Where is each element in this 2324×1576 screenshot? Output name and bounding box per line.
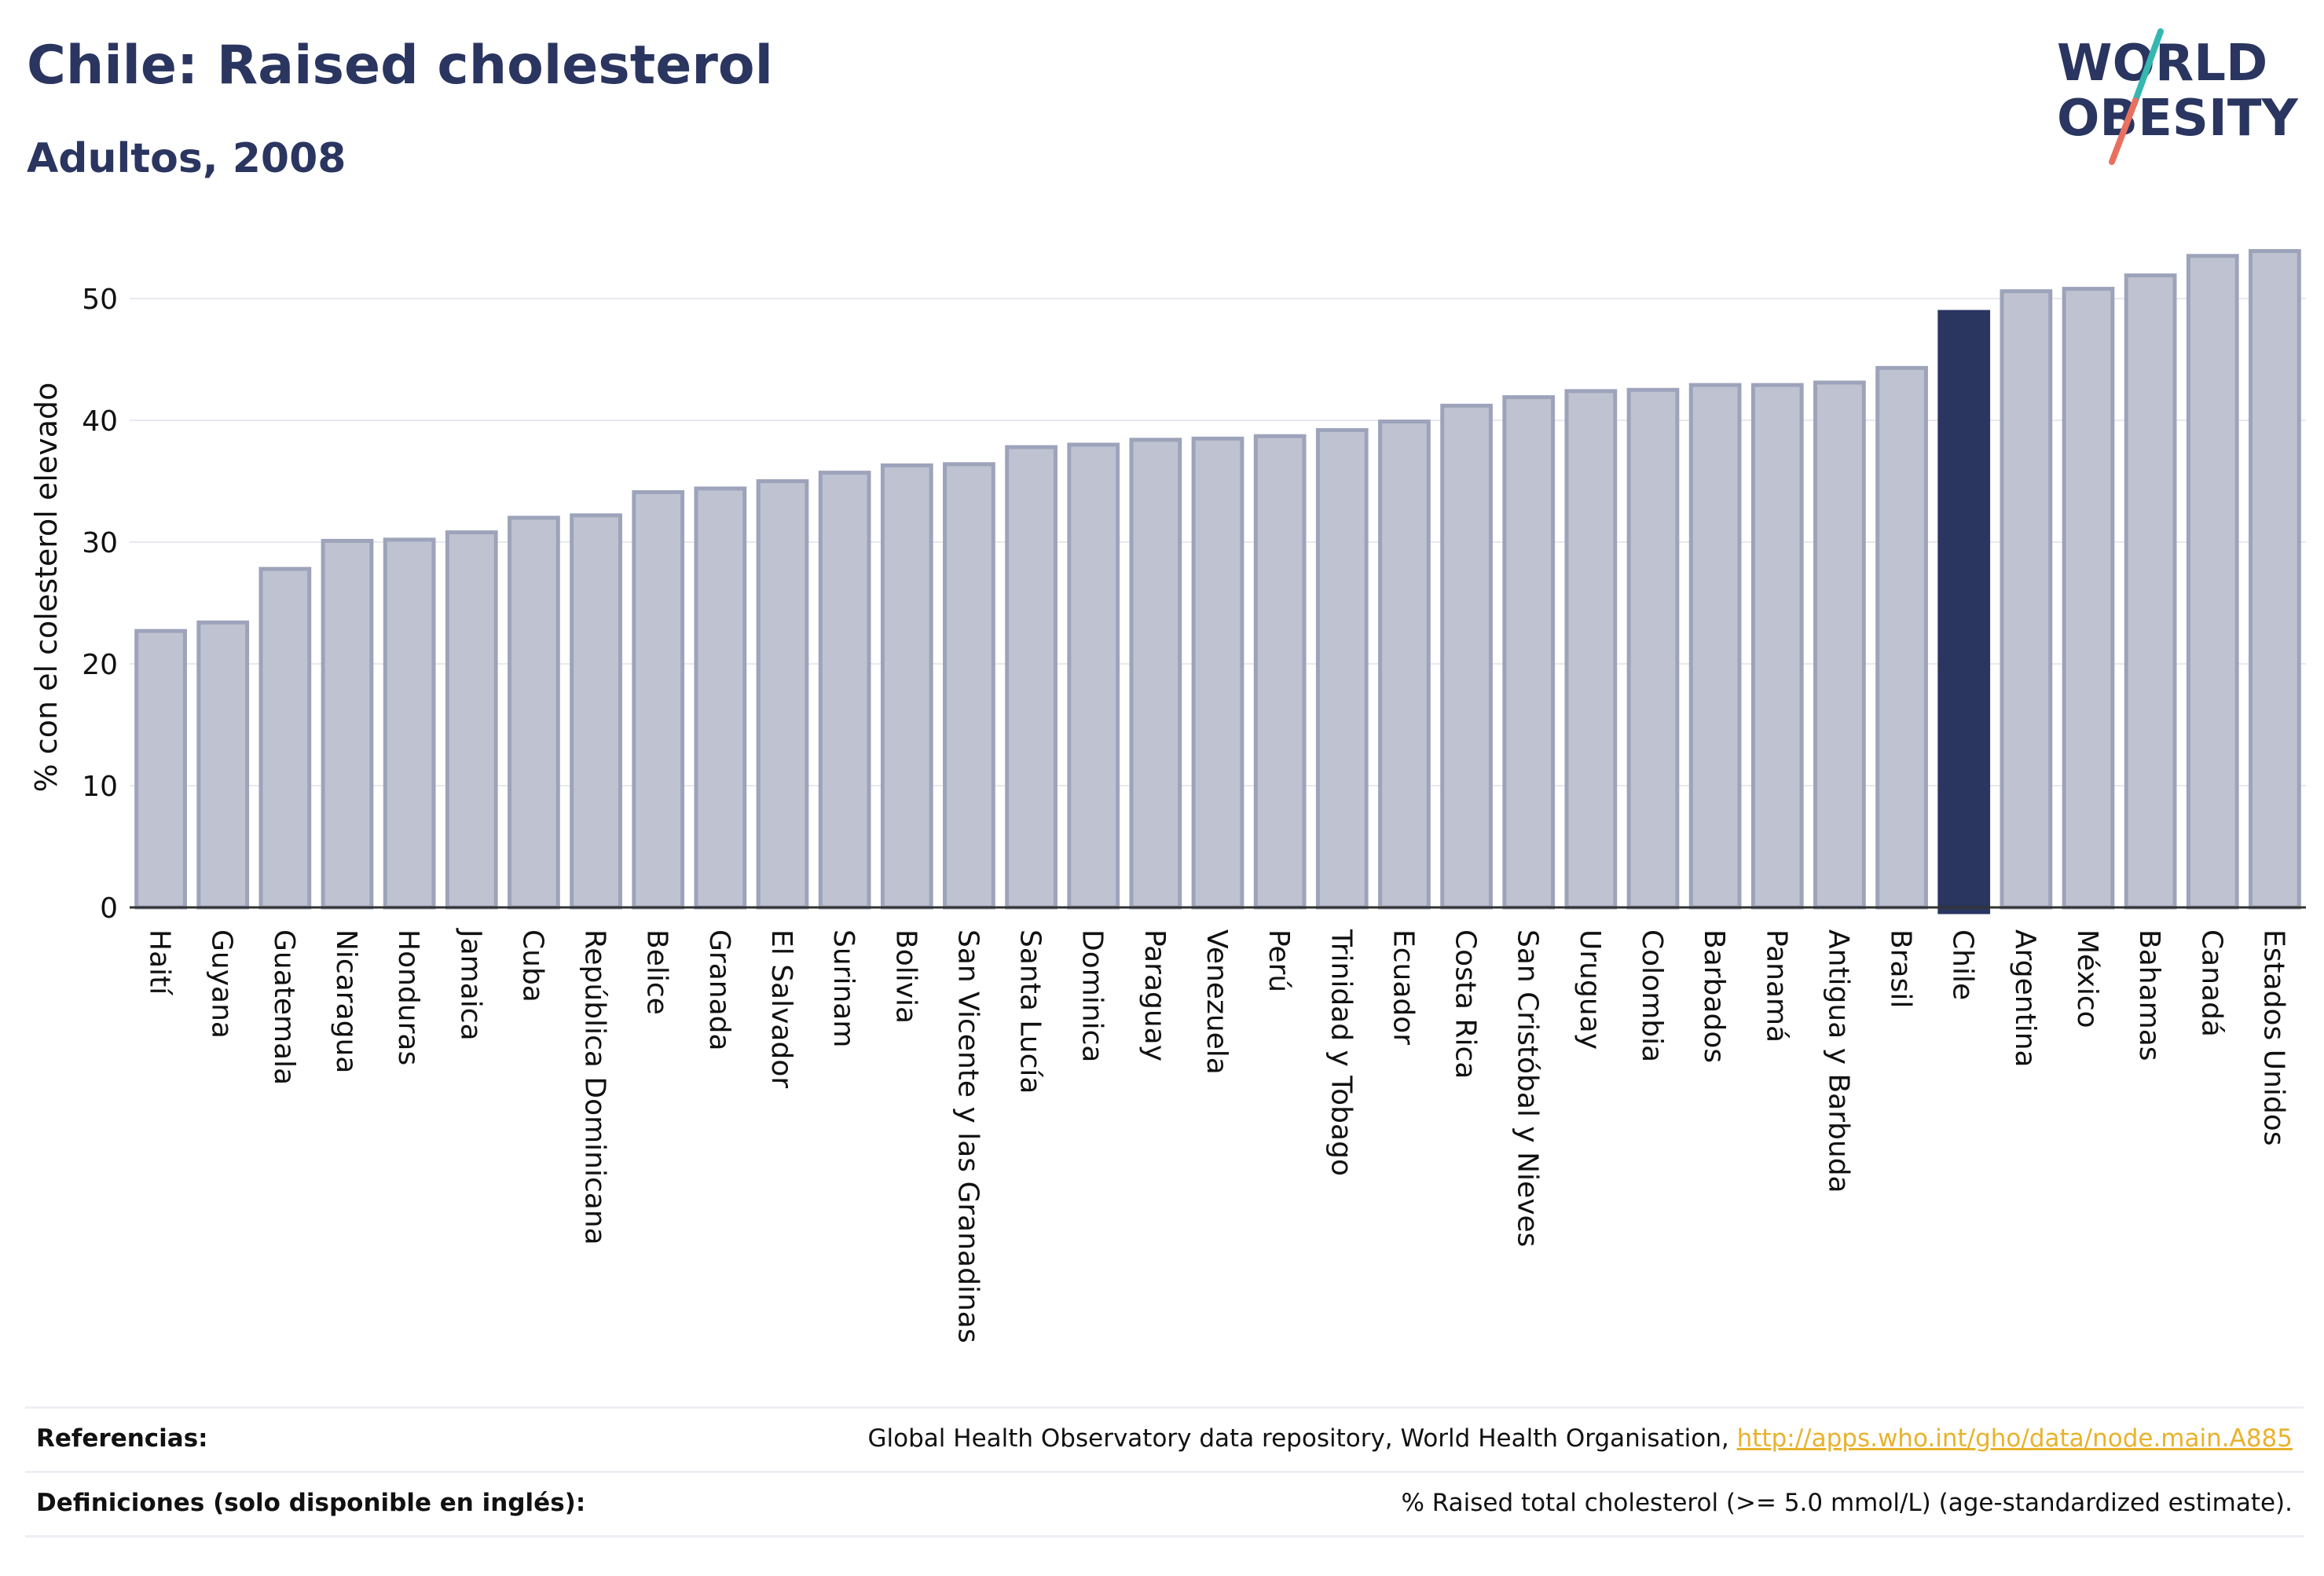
- bar-granada: [694, 486, 747, 910]
- bar-san-cristóbal-y-nieves: [1502, 395, 1556, 910]
- x-tick-label: El Salvador: [765, 929, 797, 1088]
- references-label: Referencias:: [36, 1424, 208, 1453]
- bar-el-salvador: [756, 479, 809, 910]
- bar-chart: 0 10 20 30 40 50 % con el colesterol elevado Ha…: [29, 249, 2306, 1343]
- logo-slash-teal: [2132, 28, 2164, 104]
- x-tick-label: Surinam: [827, 929, 860, 1047]
- bar-chile: [1937, 310, 1991, 914]
- bar-antigua-y-barbuda: [1813, 380, 1866, 910]
- bar-perú: [1253, 434, 1307, 910]
- y-tick-label: 30: [82, 527, 118, 559]
- chart-subtitle: Adultos, 2008: [27, 135, 346, 182]
- x-tick-label: Colombia: [1636, 929, 1668, 1062]
- bar-haití: [134, 629, 187, 910]
- x-tick-label: México: [2071, 929, 2103, 1028]
- definitions-text: % Raised total cholesterol (>= 5.0 mmol/…: [1401, 1489, 2293, 1517]
- references-row: Referencias: Global Health Observatory d…: [25, 1406, 2304, 1470]
- x-tick-label: Belice: [641, 929, 673, 1015]
- references-value: Global Health Observatory data repositor…: [868, 1424, 2293, 1453]
- x-tick-label: San Vicente y las Granadinas: [951, 929, 984, 1343]
- bar-belice: [632, 489, 685, 910]
- bar-trinidad-y-tobago: [1315, 427, 1369, 910]
- y-tick-label: 0: [100, 892, 118, 925]
- bar-cuba: [508, 515, 560, 910]
- x-tick-label: Antigua y Barbuda: [1822, 929, 1854, 1193]
- bar-guatemala: [258, 566, 312, 910]
- logo-slash-red: [2109, 97, 2139, 165]
- bar-méxico: [2062, 287, 2115, 910]
- logo-line1: WORLD: [2057, 35, 2267, 93]
- bar-república-dominicana: [570, 513, 622, 910]
- bar-nicaragua: [321, 538, 374, 910]
- x-tick-label: Bolivia: [889, 929, 922, 1024]
- x-tick-label: Uruguay: [1574, 929, 1606, 1050]
- bar-san-vicente-y-las-granadinas: [943, 462, 995, 910]
- y-tick-label: 10: [82, 771, 118, 803]
- y-axis-label: % con el colesterol elevado: [29, 383, 64, 793]
- x-tick-label: Granada: [703, 929, 735, 1051]
- bar-guyana: [196, 620, 250, 910]
- x-tick-label: Chile: [1947, 929, 1979, 1000]
- bar-brasil: [1875, 365, 1928, 910]
- world-obesity-logo: WORLD OBESITY: [2057, 28, 2298, 165]
- bar-jamaica: [445, 530, 498, 910]
- bar-honduras: [383, 537, 436, 910]
- bar-costa-rica: [1440, 403, 1493, 910]
- bar-uruguay: [1564, 389, 1618, 910]
- y-tick-label: 50: [82, 284, 118, 316]
- bar-santa-lucía: [1005, 445, 1058, 910]
- x-tick-label: Costa Rica: [1450, 929, 1482, 1079]
- x-tick-label: Estados Unidos: [2257, 929, 2289, 1146]
- x-tick-label: Guyana: [206, 929, 238, 1039]
- bar-venezuela: [1191, 436, 1244, 910]
- bar-dominica: [1067, 442, 1120, 910]
- x-tick-label: Santa Lucía: [1014, 929, 1047, 1094]
- x-tick-label: República Dominicana: [579, 929, 611, 1245]
- definitions-row: Definiciones (solo disponible en inglés)…: [25, 1471, 2304, 1534]
- x-tick-label: Dominica: [1076, 929, 1109, 1063]
- x-tick-label: Venezuela: [1200, 929, 1233, 1075]
- x-tick-label: Argentina: [2009, 929, 2041, 1068]
- x-tick-label: Guatemala: [268, 929, 300, 1085]
- definitions-label: Definiciones (solo disponible en inglés)…: [36, 1489, 586, 1517]
- bar-canadá: [2186, 254, 2239, 910]
- chart-title: Chile: Raised cholesterol: [27, 35, 773, 97]
- footer-divider: [25, 1535, 2304, 1538]
- bar-panamá: [1750, 383, 1804, 910]
- x-tick-label: Ecuador: [1387, 929, 1419, 1045]
- x-tick-label: Trinidad y Tobago: [1325, 929, 1357, 1176]
- x-tick-label: Cuba: [516, 929, 548, 1002]
- x-tick-label: Haití: [144, 929, 176, 995]
- bar-paraguay: [1129, 438, 1182, 910]
- bar-ecuador: [1378, 420, 1431, 910]
- bar-estados-unidos: [2249, 249, 2301, 910]
- bar-bahamas: [2124, 273, 2177, 910]
- y-tick-label: 20: [82, 649, 118, 681]
- x-tick-label: Brasil: [1885, 929, 1917, 1008]
- x-tick-label: Jamaica: [454, 928, 486, 1041]
- y-tick-label: 40: [82, 405, 118, 438]
- x-tick-label: Paraguay: [1138, 929, 1171, 1061]
- bar-bolivia: [880, 463, 933, 910]
- x-tick-label: San Cristóbal y Nieves: [1512, 929, 1544, 1247]
- bar-colombia: [1626, 387, 1680, 910]
- x-tick-label: Nicaragua: [330, 929, 362, 1073]
- x-tick-label: Perú: [1263, 929, 1295, 992]
- bar-barbados: [1688, 383, 1742, 910]
- references-text: Global Health Observatory data repositor…: [867, 1424, 1737, 1453]
- x-tick-label: Canadá: [2195, 929, 2227, 1037]
- bar-argentina: [2000, 289, 2053, 910]
- x-tick-label: Honduras: [392, 929, 424, 1065]
- x-tick-label: Panamá: [1760, 929, 1792, 1043]
- x-tick-label: Barbados: [1698, 929, 1730, 1063]
- x-tick-label: Bahamas: [2133, 929, 2165, 1061]
- bar-surinam: [818, 471, 871, 910]
- references-link[interactable]: http://apps.who.int/gho/data/node.main.A…: [1736, 1424, 2293, 1453]
- logo-line2: OBESITY: [2057, 90, 2298, 148]
